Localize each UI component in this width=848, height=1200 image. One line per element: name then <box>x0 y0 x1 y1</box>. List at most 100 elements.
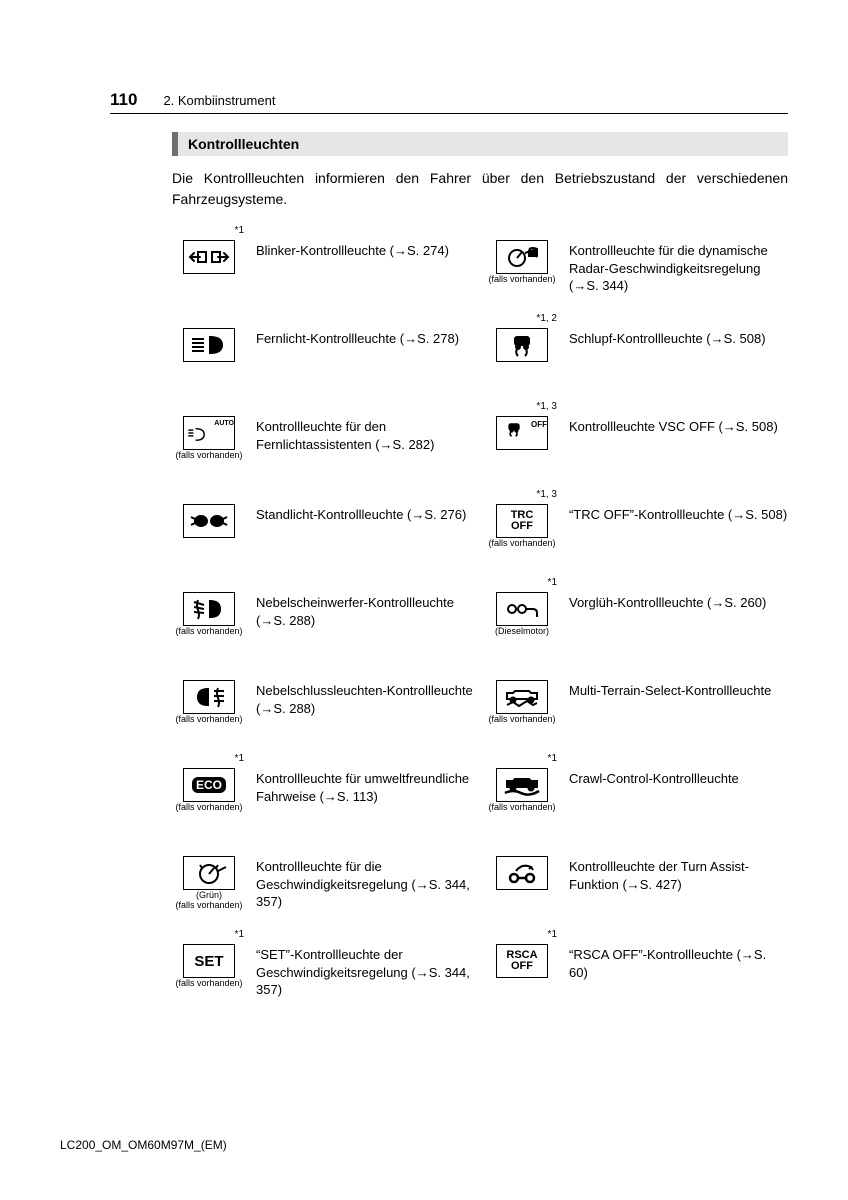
icon-stack <box>172 314 246 373</box>
page-number: 110 <box>110 90 137 110</box>
mts-icon <box>496 680 548 714</box>
radar-icon <box>496 240 548 274</box>
icon-stack: *1 (falls vorhanden) <box>485 754 559 813</box>
superscript-note: *1, 3 <box>485 490 559 504</box>
rsca-icon: RSCA OFF <box>496 944 548 978</box>
indicator-row: *1SET(falls vorhanden)“SET”-Kontrollleuc… <box>172 930 475 1008</box>
sub-note: (Grün) (falls vorhanden) <box>175 891 242 911</box>
superscript-note <box>172 666 246 680</box>
superscript-note: *1 <box>485 930 559 944</box>
superscript-note: *1 <box>172 754 246 768</box>
indicator-row: *1, 2Schlupf-Kontrollleuchte (→S. 508) <box>485 314 788 392</box>
superscript-note: *1 <box>485 754 559 768</box>
superscript-note: *1 <box>172 226 246 240</box>
indicator-description: Blinker-Kontrollleuchte (→S. 274) <box>246 226 475 260</box>
indicator-description: “RSCA OFF”-Kontrollleuchte (→S. 60) <box>559 930 788 981</box>
indicator-description: Kontrollleuchte für die dynamische Radar… <box>559 226 788 295</box>
sub-note: (falls vorhanden) <box>175 627 242 637</box>
icon-stack: (falls vorhanden) <box>485 226 559 285</box>
footer-code: LC200_OM_OM60M97M_(EM) <box>60 1138 227 1152</box>
icon-stack: (falls vorhanden) <box>172 666 246 725</box>
slip-icon <box>496 328 548 362</box>
parklight-icon <box>183 504 235 538</box>
page: 110 2. Kombiinstrument Kontrollleuchten … <box>0 0 848 1018</box>
icon-stack: *1(Dieselmotor) <box>485 578 559 637</box>
frontfog-icon <box>183 592 235 626</box>
indicator-row: (falls vorhanden)Multi-Terrain-Select-Ko… <box>485 666 788 744</box>
icon-stack <box>485 842 559 901</box>
left-column: *1Blinker-Kontrollleuchte (→S. 274)Fernl… <box>172 226 475 1018</box>
sub-note: (falls vorhanden) <box>488 539 555 549</box>
vscoff-icon: OFF <box>496 416 548 450</box>
icon-stack: (falls vorhanden) <box>485 666 559 725</box>
superscript-note: *1, 2 <box>485 314 559 328</box>
cruise-icon <box>183 856 235 890</box>
eco-icon: ECO <box>183 768 235 802</box>
page-header: 110 2. Kombiinstrument <box>110 90 788 114</box>
right-column: (falls vorhanden) Kontrollleuchte für die… <box>485 226 788 1018</box>
indicator-description: Kontrollleuchte für die Geschwindigkeits… <box>246 842 475 911</box>
indicator-row: *1(Dieselmotor)Vorglüh-Kontrollleuchte (… <box>485 578 788 656</box>
indicator-row: *1(falls vorhanden)Crawl-Control-Kontrol… <box>485 754 788 832</box>
superscript-note: *1 <box>485 578 559 592</box>
indicator-row: (Grün) (falls vorhanden)Kontrollleuchte … <box>172 842 475 920</box>
indicator-description: Vorglüh-Kontrollleuchte (→S. 260) <box>559 578 788 612</box>
indicator-row: Fernlicht-Kontrollleuchte (→S. 278) <box>172 314 475 392</box>
set-icon: SET <box>183 944 235 978</box>
sub-note: (falls vorhanden) <box>175 803 242 813</box>
indicator-description: Schlupf-Kontrollleuchte (→S. 508) <box>559 314 788 348</box>
indicator-columns: *1Blinker-Kontrollleuchte (→S. 274)Fernl… <box>172 226 788 1018</box>
icon-stack: *1, 3TRC OFF(falls vorhanden) <box>485 490 559 549</box>
indicator-description: Nebelschlussleuchten-Kontrollleuchte (→S… <box>246 666 475 717</box>
superscript-note <box>172 314 246 328</box>
icon-stack: *1, 2 <box>485 314 559 373</box>
indicator-row: Standlicht-Kontrollleuchte (→S. 276) <box>172 490 475 568</box>
trcoff-icon: TRC OFF <box>496 504 548 538</box>
indicator-row: *1RSCA OFF“RSCA OFF”-Kontrollleuchte (→S… <box>485 930 788 1008</box>
indicator-description: Kontrollleuchte für den Fernlichtassiste… <box>246 402 475 453</box>
indicator-description: Nebelscheinwerfer-Kontrollleuchte (→S. 2… <box>246 578 475 629</box>
indicator-row: (falls vorhanden) Kontrollleuchte für die… <box>485 226 788 304</box>
superscript-note <box>172 402 246 416</box>
icon-stack: *1 <box>172 226 246 285</box>
glow-icon <box>496 592 548 626</box>
indicator-row: *1, 3OFFKontrollleuchte VSC OFF (→S. 508… <box>485 402 788 480</box>
indicator-description: Kontrollleuchte für umweltfreundliche Fa… <box>246 754 475 805</box>
indicator-description: Kontrollleuchte der Turn Assist-Funktion… <box>559 842 788 893</box>
highbeam-icon <box>183 328 235 362</box>
indicator-description: Standlicht-Kontrollleuchte (→S. 276) <box>246 490 475 524</box>
intro-text: Die Kontrollleuchten informieren den Fah… <box>172 168 788 210</box>
superscript-note <box>172 578 246 592</box>
sub-note: (falls vorhanden) <box>175 451 242 461</box>
indicator-row: (falls vorhanden) Nebelscheinwerfer-Kontr… <box>172 578 475 656</box>
icon-stack: *1ECO(falls vorhanden) <box>172 754 246 813</box>
icon-stack: *1SET(falls vorhanden) <box>172 930 246 989</box>
turnassist-icon <box>496 856 548 890</box>
icon-stack: AUTO(falls vorhanden) <box>172 402 246 461</box>
auto-icon: AUTO <box>183 416 235 450</box>
indicator-description: “TRC OFF”-Kontrollleuchte (→S. 508) <box>559 490 788 524</box>
superscript-note <box>172 490 246 504</box>
indicator-description: Kontrollleuchte VSC OFF (→S. 508) <box>559 402 788 436</box>
sub-note: (falls vorhanden) <box>488 275 555 285</box>
icon-stack: (Grün) (falls vorhanden) <box>172 842 246 911</box>
icon-stack: *1RSCA OFF <box>485 930 559 989</box>
sub-note: (falls vorhanden) <box>488 715 555 725</box>
chapter-title: 2. Kombiinstrument <box>163 93 275 108</box>
icon-stack: *1, 3OFF <box>485 402 559 461</box>
superscript-note <box>485 666 559 680</box>
indicator-row: *1, 3TRC OFF(falls vorhanden)“TRC OFF”-K… <box>485 490 788 568</box>
superscript-note: *1, 3 <box>485 402 559 416</box>
icon-stack <box>172 490 246 549</box>
indicator-description: Fernlicht-Kontrollleuchte (→S. 278) <box>246 314 475 348</box>
indicator-description: “SET”-Kontrollleuchte der Geschwindigkei… <box>246 930 475 999</box>
icon-stack: (falls vorhanden) <box>172 578 246 637</box>
sub-note: (falls vorhanden) <box>488 803 555 813</box>
indicator-row: (falls vorhanden) Nebelschlussleuchten-Ko… <box>172 666 475 744</box>
indicator-row: AUTO(falls vorhanden)Kontrollleuchte für… <box>172 402 475 480</box>
indicator-row: Kontrollleuchte der Turn Assist-Funktion… <box>485 842 788 920</box>
superscript-note: *1 <box>172 930 246 944</box>
sub-note: (falls vorhanden) <box>175 979 242 989</box>
crawl-icon <box>496 768 548 802</box>
sub-note: (falls vorhanden) <box>175 715 242 725</box>
